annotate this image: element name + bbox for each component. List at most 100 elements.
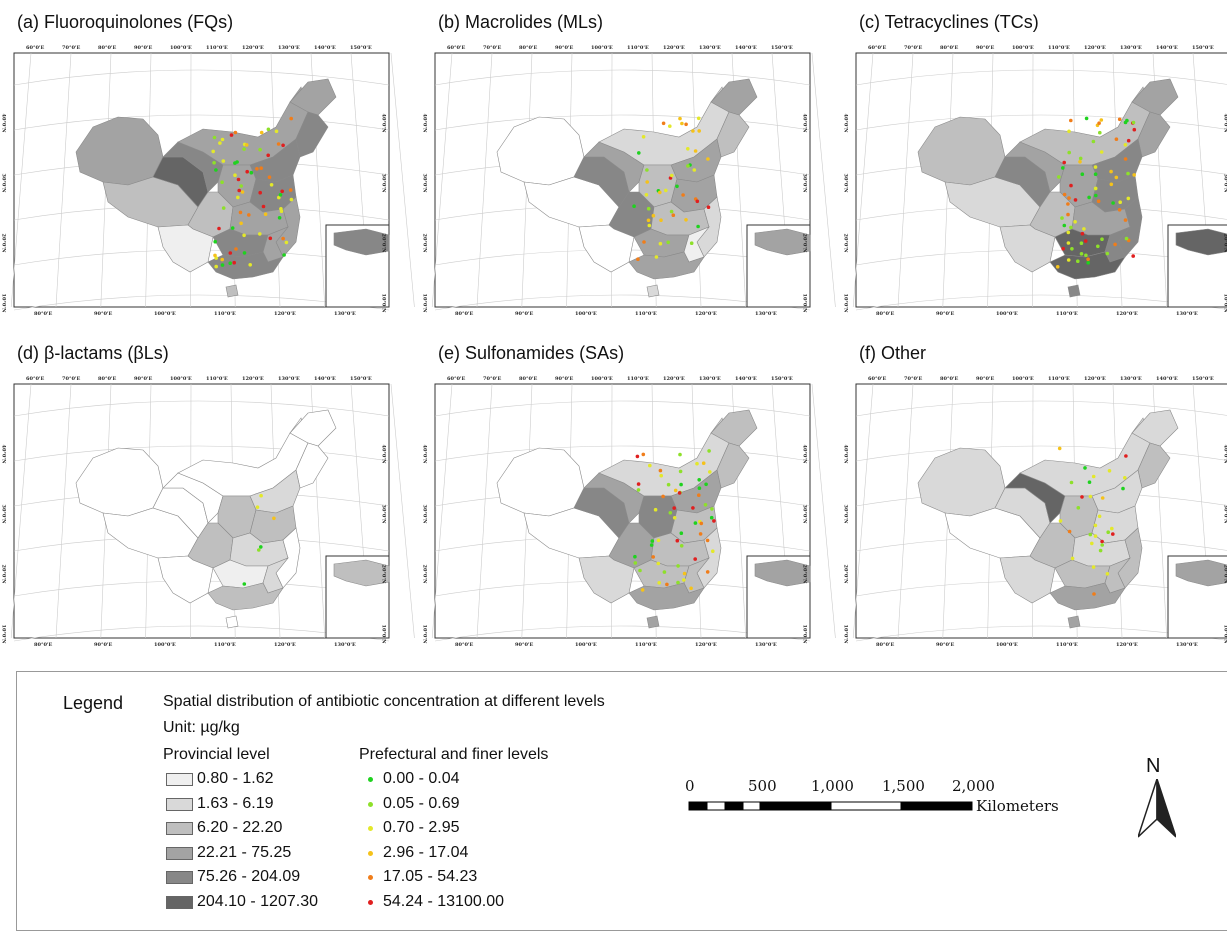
site-dot xyxy=(214,168,218,172)
site-dot xyxy=(1062,160,1066,165)
scale-bar-number: 500 xyxy=(748,777,777,795)
top-tick-label: 140°0'E xyxy=(314,376,336,382)
top-tick-label: 110°0'E xyxy=(627,376,649,382)
site-dot xyxy=(697,493,701,497)
site-dot xyxy=(220,137,225,142)
site-dot xyxy=(664,188,668,193)
prefectural-dot xyxy=(368,875,373,880)
site-dot xyxy=(1066,241,1071,245)
site-dot xyxy=(1093,172,1098,176)
site-dot xyxy=(682,571,687,576)
site-dot xyxy=(641,135,646,139)
site-dot xyxy=(1090,541,1094,546)
site-dot xyxy=(1088,494,1093,499)
inset-land xyxy=(1175,559,1227,587)
bottom-tick-label: 80°0'E xyxy=(876,642,895,648)
map-canvas xyxy=(852,383,1227,642)
site-dot xyxy=(684,122,688,127)
site-dot xyxy=(261,204,266,209)
site-dot xyxy=(1106,530,1110,534)
site-dot xyxy=(651,213,656,218)
map-panel-e: 60°0'E 70°0'E 80°0'E 90°0'E 100°0'E 110°0'E 12… xyxy=(422,376,836,648)
top-tick-label: 90°0'E xyxy=(134,45,153,51)
bottom-tick-label: 120°0'E xyxy=(274,642,296,648)
provincial-swatch xyxy=(166,846,193,860)
site-dot xyxy=(1057,175,1061,179)
provincial-label: 6.20 - 22.20 xyxy=(197,819,283,836)
top-tick-label: 140°0'E xyxy=(735,45,757,51)
top-tick-label: 60°0'E xyxy=(447,45,466,51)
site-dot xyxy=(701,461,706,465)
site-dot xyxy=(1113,242,1117,247)
provincial-swatch xyxy=(166,895,193,909)
bottom-tick-label: 80°0'E xyxy=(34,311,53,317)
site-dot xyxy=(1087,195,1091,200)
site-dot xyxy=(1076,259,1080,263)
top-tick-label: 130°0'E xyxy=(699,45,721,51)
bottom-tick-label: 120°0'E xyxy=(695,311,717,317)
north-label: N xyxy=(1146,755,1161,777)
scale-bar-number: 1,000 xyxy=(811,777,854,795)
site-dot xyxy=(212,135,217,140)
bottom-tick-label: 130°0'E xyxy=(1176,311,1198,317)
graticule-line xyxy=(13,114,390,131)
graticule-line xyxy=(855,69,1227,86)
provincial-level-title: Provincial level xyxy=(163,746,270,763)
inset-land xyxy=(1175,228,1227,256)
bottom-tick-label: 130°0'E xyxy=(755,642,777,648)
site-dot xyxy=(1094,193,1098,198)
site-dot xyxy=(1083,466,1087,470)
site-dot xyxy=(1079,241,1084,245)
site-dot xyxy=(645,180,649,184)
province-hainan xyxy=(225,615,239,629)
scale-bar-number: 1,500 xyxy=(882,777,925,795)
bottom-tick-label: 100°0'E xyxy=(996,311,1018,317)
scale-bar-segment xyxy=(688,801,708,811)
site-dot xyxy=(236,177,241,182)
bottom-tick-label: 130°0'E xyxy=(334,311,356,317)
site-dot xyxy=(695,199,700,204)
site-dot xyxy=(1067,196,1071,200)
site-dot xyxy=(1123,143,1128,147)
top-tick-label: 150°0'E xyxy=(771,376,793,382)
site-dot xyxy=(635,454,640,459)
map-panel-b: 60°0'E 70°0'E 80°0'E 90°0'E 100°0'E 110°0'E 12… xyxy=(422,45,836,317)
site-dot xyxy=(1083,239,1088,243)
site-dot xyxy=(277,216,282,220)
site-dot xyxy=(281,143,285,148)
prefectural-dot xyxy=(368,777,373,782)
site-dot xyxy=(668,511,673,515)
top-tick-label: 150°0'E xyxy=(1192,45,1214,51)
site-dot xyxy=(706,157,710,161)
site-dot xyxy=(1080,495,1084,499)
site-dot xyxy=(229,133,234,137)
site-dot xyxy=(1092,592,1096,596)
site-dot xyxy=(1132,127,1137,132)
site-dot xyxy=(1067,150,1071,155)
graticule-line xyxy=(476,52,493,308)
site-dot xyxy=(220,257,224,262)
top-tick-label: 120°0'E xyxy=(1084,45,1106,51)
site-dot xyxy=(239,221,243,226)
site-dot xyxy=(691,129,695,133)
scale-bar-segment xyxy=(830,801,902,811)
site-dot xyxy=(217,226,221,231)
site-dot xyxy=(1118,200,1122,204)
site-dot xyxy=(220,263,225,267)
site-dot xyxy=(282,253,286,257)
bottom-tick-label: 80°0'E xyxy=(455,642,474,648)
site-dot xyxy=(649,543,654,547)
top-tick-label: 80°0'E xyxy=(940,45,959,51)
graticule-line xyxy=(434,69,811,86)
bottom-tick-label: 130°0'E xyxy=(334,642,356,648)
site-dot xyxy=(1079,252,1084,256)
site-dot xyxy=(259,545,263,549)
site-dot xyxy=(679,531,684,535)
top-tick-label: 70°0'E xyxy=(904,45,923,51)
graticule-line xyxy=(55,383,72,639)
site-dot xyxy=(1111,201,1115,205)
site-dot xyxy=(1078,156,1083,161)
site-dot xyxy=(266,153,271,158)
site-dot xyxy=(658,468,663,473)
site-dot xyxy=(705,538,710,543)
